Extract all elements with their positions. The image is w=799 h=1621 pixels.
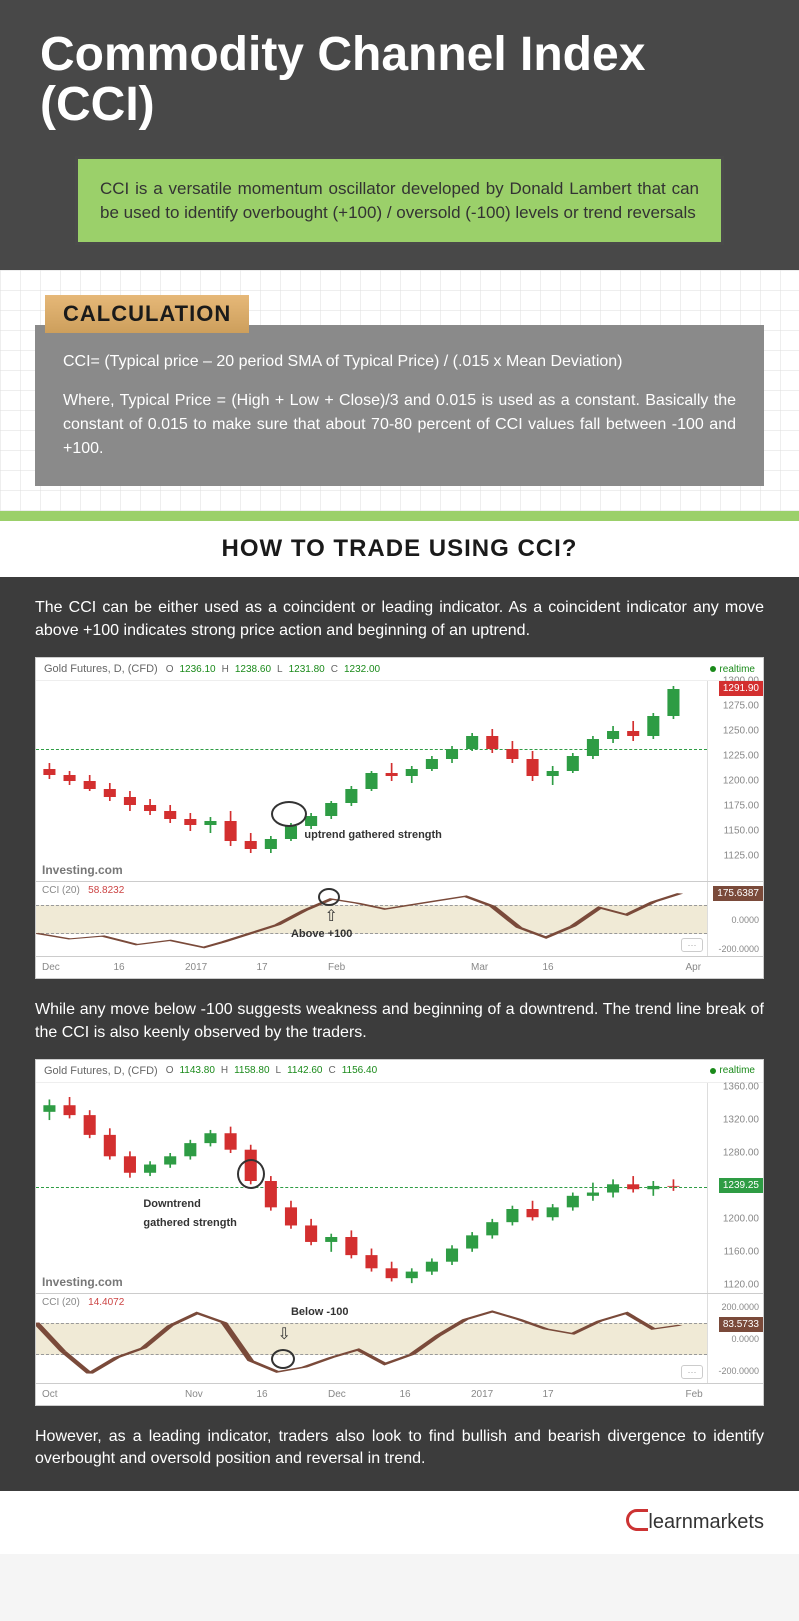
ohlc-h: 1238.60 [235, 664, 271, 675]
elearn-logo-icon [626, 1509, 648, 1531]
realtime-badge: realtime [710, 1065, 755, 1076]
chart-1-cci: CCI (20) 58.8232 ⋯⇧Above +100 0.0000-200… [36, 881, 763, 956]
chart-2-title: Gold Futures, D, (CFD) [44, 1065, 158, 1077]
calc-note: Where, Typical Price = (High + Low + Clo… [63, 389, 736, 461]
footer-brand: learnmarkets [648, 1511, 764, 1533]
chart-2-cci: CCI (20) 14.4072 ⋯⇩Below -100 200.00000.… [36, 1293, 763, 1383]
howto-title: How to trade using CCI? [14, 535, 785, 563]
section-divider [0, 511, 799, 521]
ohlc-o: 1143.80 [179, 1065, 214, 1076]
chart-2: Gold Futures, D, (CFD) O 1143.80 H 1158.… [35, 1059, 764, 1406]
ohlc-l: 1142.60 [287, 1065, 322, 1076]
calculation-section: CALCULATION CCI= (Typical price – 20 per… [0, 270, 799, 511]
chart-2-ohlc: O 1143.80 H 1158.80 L 1142.60 C 1156.40 [166, 1065, 377, 1076]
intro-box: CCI is a versatile momentum oscillator d… [75, 156, 724, 246]
chart-1-ohlc: O 1236.10 H 1238.60 L 1231.80 C 1232.00 [166, 664, 380, 675]
ohlc-c: 1232.00 [344, 664, 380, 675]
chart-1-header: Gold Futures, D, (CFD) O 1236.10 H 1238.… [36, 658, 763, 681]
calc-formula: CCI= (Typical price – 20 period SMA of T… [63, 350, 736, 374]
chart-1: Gold Futures, D, (CFD) O 1236.10 H 1238.… [35, 657, 764, 979]
paragraph-2: While any move below -100 suggests weakn… [35, 999, 764, 1044]
calculation-label: CALCULATION [45, 295, 249, 333]
ohlc-l: 1231.80 [289, 664, 325, 675]
paragraph-1: The CCI can be either used as a coincide… [35, 597, 764, 642]
footer: learnmarkets [0, 1491, 799, 1554]
header: Commodity Channel Index (CCI) CCI is a v… [0, 0, 799, 270]
chart-1-xaxis: Dec16201717FebMar16Apr [36, 956, 763, 978]
content-section: The CCI can be either used as a coincide… [0, 577, 799, 1490]
chart-1-title: Gold Futures, D, (CFD) [44, 663, 158, 675]
ohlc-h: 1158.80 [234, 1065, 269, 1076]
chart-2-header: Gold Futures, D, (CFD) O 1143.80 H 1158.… [36, 1060, 763, 1083]
chart-2-xaxis: OctNov16Dec16201717Feb [36, 1383, 763, 1405]
ohlc-c: 1156.40 [342, 1065, 377, 1076]
calculation-box: CCI= (Typical price – 20 period SMA of T… [35, 325, 764, 486]
paragraph-3: However, as a leading indicator, traders… [35, 1426, 764, 1471]
ohlc-o: 1236.10 [179, 664, 215, 675]
realtime-badge: realtime [710, 664, 755, 675]
chart-1-price: Investing.com uptrend gathered strength … [36, 681, 763, 881]
chart-2-price: Investing.com Downtrendgathered strength… [36, 1083, 763, 1293]
page-title: Commodity Channel Index (CCI) [40, 30, 759, 131]
howto-header: How to trade using CCI? [0, 521, 799, 577]
